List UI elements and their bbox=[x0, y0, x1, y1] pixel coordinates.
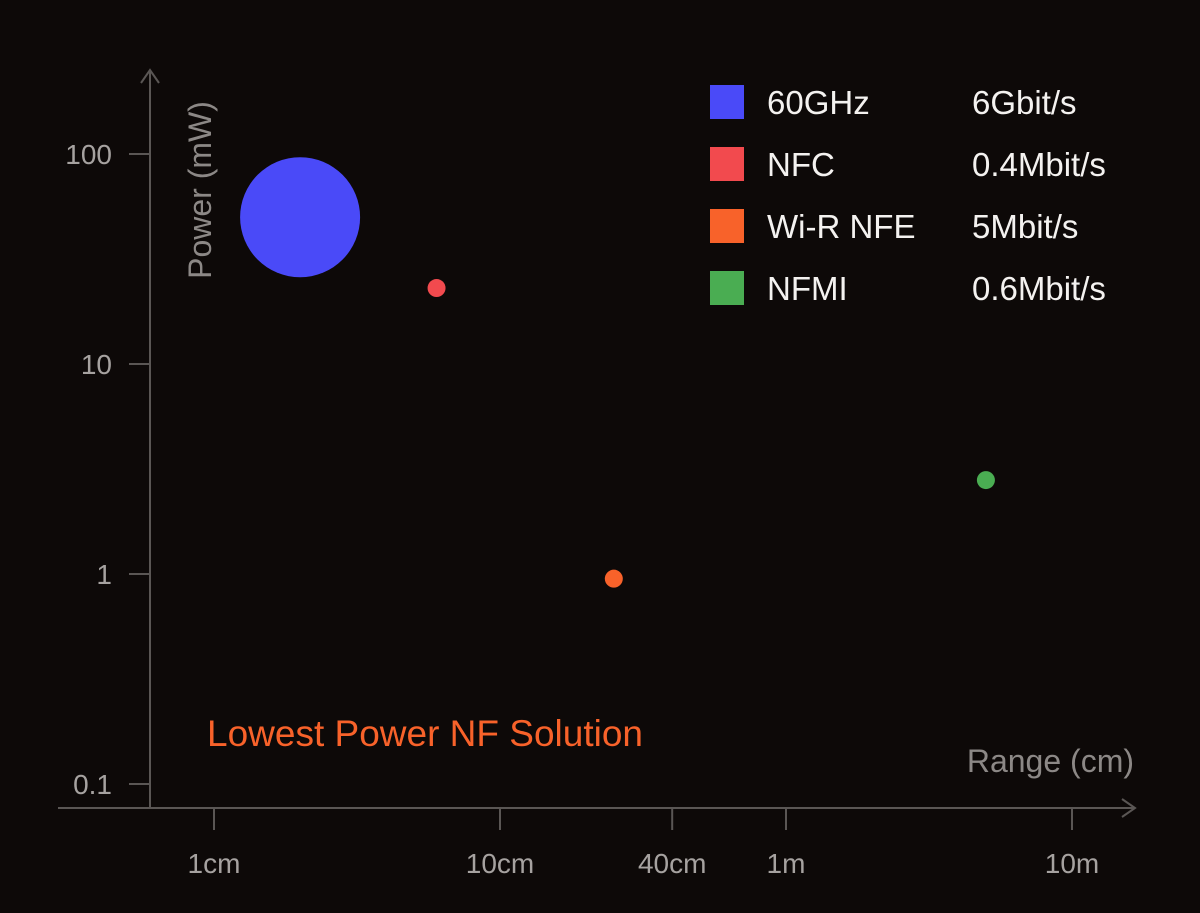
legend-label-wi-r-nfe: Wi-R NFE bbox=[767, 208, 915, 245]
y-tick-label: 100 bbox=[65, 139, 112, 170]
legend: 60GHz 6Gbit/s NFC 0.4Mbit/s Wi-R NFE 5Mbit/s N… bbox=[710, 84, 1106, 307]
legend-swatch-wi-r-nfe bbox=[710, 209, 744, 243]
x-tick-label: 40cm bbox=[638, 848, 706, 879]
x-tick-label: 1m bbox=[767, 848, 806, 879]
legend-label-60ghz: 60GHz bbox=[767, 84, 870, 121]
x-tick-label: 1cm bbox=[188, 848, 241, 879]
legend-swatch-60ghz bbox=[710, 85, 744, 119]
legend-rate-nfmi: 0.6Mbit/s bbox=[972, 270, 1106, 307]
x-axis-title: Range (cm) bbox=[967, 743, 1134, 779]
x-axis-ticks: 1cm 10cm 40cm 1m 10m bbox=[188, 808, 1099, 879]
y-axis-ticks: 100 10 1 0.1 bbox=[65, 139, 150, 800]
y-axis-title: Power (mW) bbox=[182, 101, 218, 279]
y-tick-label: 0.1 bbox=[73, 769, 112, 800]
x-tick-label: 10m bbox=[1045, 848, 1099, 879]
legend-label-nfmi: NFMI bbox=[767, 270, 848, 307]
data-points bbox=[240, 157, 995, 588]
legend-rate-60ghz: 6Gbit/s bbox=[972, 84, 1077, 121]
legend-swatch-nfmi bbox=[710, 271, 744, 305]
x-tick-label: 10cm bbox=[466, 848, 534, 879]
legend-label-nfc: NFC bbox=[767, 146, 835, 183]
y-tick-label: 1 bbox=[96, 559, 112, 590]
annotation-lowest-power: Lowest Power NF Solution bbox=[207, 713, 643, 754]
y-axis-arrow bbox=[140, 68, 160, 84]
legend-swatch-nfc bbox=[710, 147, 744, 181]
legend-rate-nfc: 0.4Mbit/s bbox=[972, 146, 1106, 183]
bubble-60ghz bbox=[240, 157, 361, 278]
legend-rate-wi-r-nfe: 5Mbit/s bbox=[972, 208, 1078, 245]
bubble-nfmi bbox=[976, 471, 995, 490]
axes bbox=[58, 68, 1137, 818]
bubble-nfc bbox=[427, 279, 446, 298]
y-tick-label: 10 bbox=[81, 349, 112, 380]
x-axis-arrow bbox=[1121, 798, 1137, 818]
bubble-wi-r-nfe bbox=[604, 569, 623, 588]
